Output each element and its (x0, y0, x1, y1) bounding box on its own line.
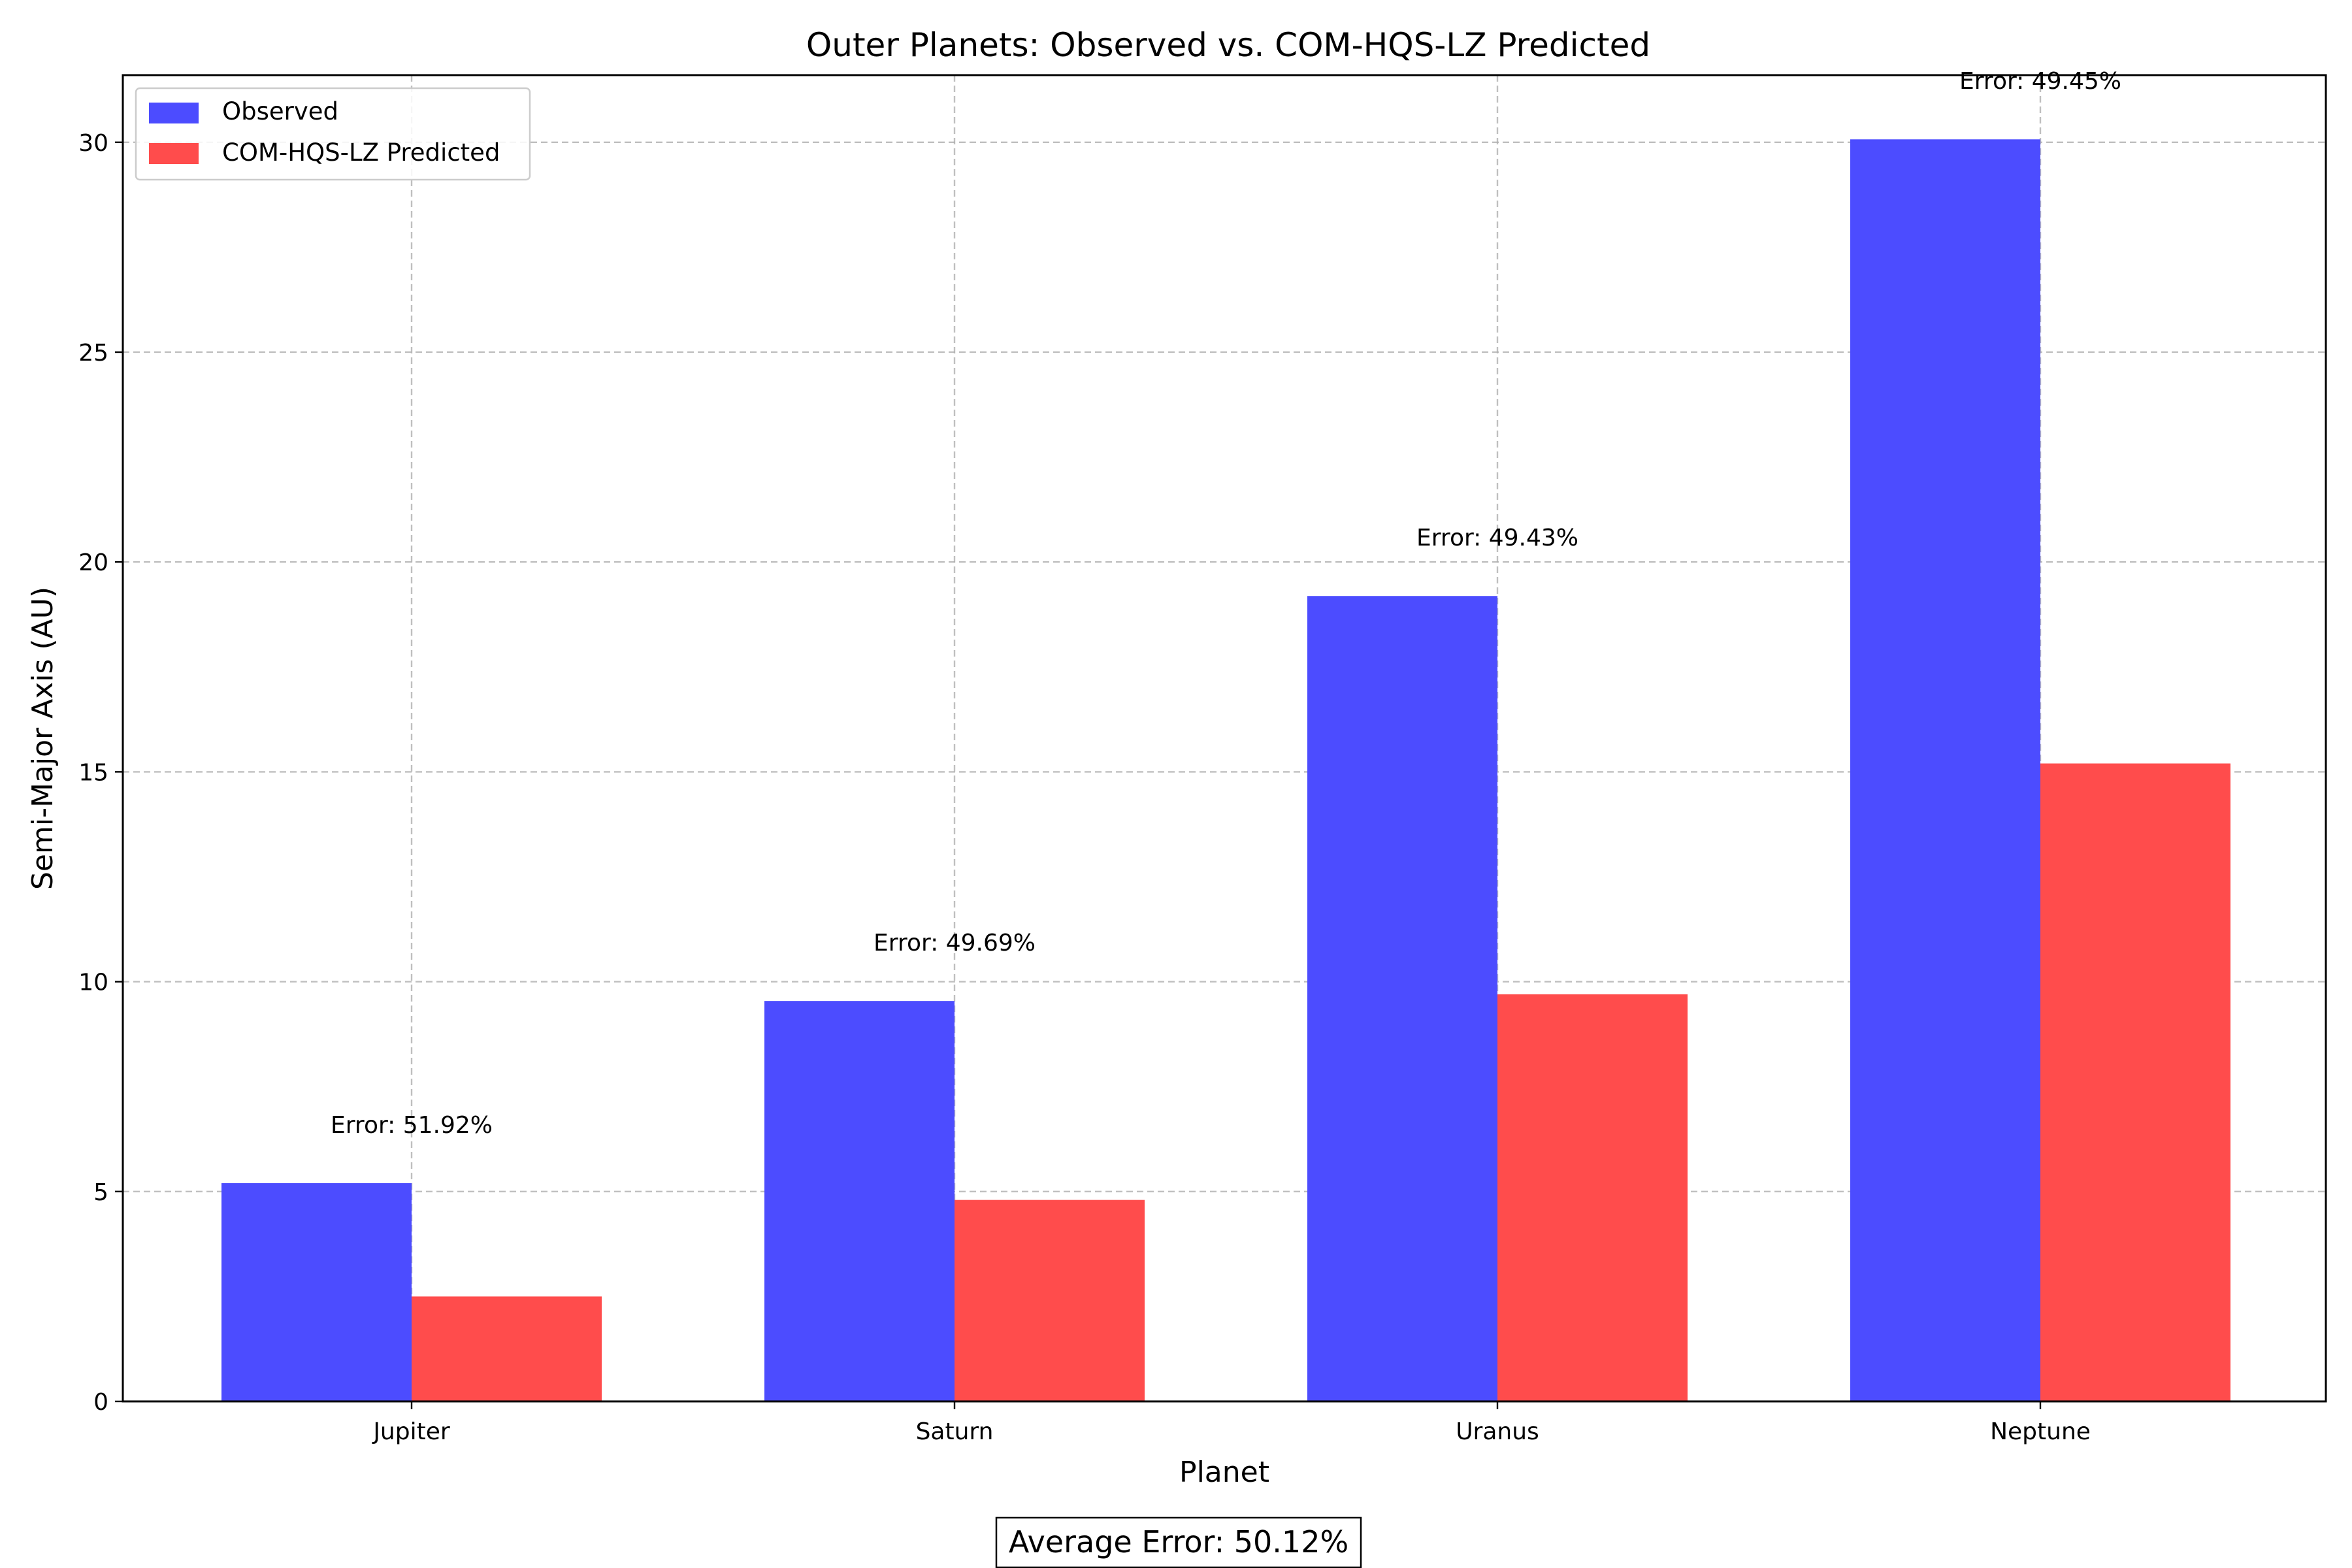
plot-frame (122, 74, 2327, 1403)
y-tick-label: 25 (78, 340, 108, 367)
annotation-layer: Error: 51.92% Error: 49.69% Error: 49.43% E… (331, 68, 2121, 1139)
bar-predicted-saturn (955, 1200, 1145, 1401)
x-tick-label-uranus: Uranus (1456, 1418, 1539, 1445)
bar-predicted-uranus (1497, 994, 1688, 1401)
bars-layer (221, 139, 2230, 1402)
x-tick-label-saturn: Saturn (916, 1418, 994, 1445)
y-axis-ticks: 0 5 10 15 20 25 30 (78, 130, 123, 1416)
x-tick-label-jupiter: Jupiter (372, 1418, 450, 1445)
y-tick-label: 20 (78, 549, 108, 576)
legend: Observed COM-HQS-LZ Predicted (135, 87, 531, 181)
y-tick-label: 10 (78, 970, 108, 996)
error-annotation-jupiter: Error: 51.92% (331, 1112, 493, 1139)
bar-observed-neptune (1850, 139, 2040, 1402)
error-annotation-saturn: Error: 49.69% (874, 930, 1036, 956)
bar-observed-saturn (764, 1001, 955, 1401)
legend-frame (135, 87, 531, 181)
legend-label-predicted: COM-HQS-LZ Predicted (222, 139, 500, 167)
average-error-text: Average Error: 50.12% (1009, 1524, 1348, 1560)
bar-predicted-neptune (2040, 763, 2230, 1401)
chart-title: Outer Planets: Observed vs. COM-HQS-LZ P… (806, 26, 1650, 64)
y-tick-label: 0 (93, 1389, 108, 1416)
average-error-box: Average Error: 50.12% (995, 1516, 1362, 1568)
y-axis-label: Semi-Major Axis (AU) (26, 587, 59, 890)
bar-observed-uranus (1307, 596, 1497, 1402)
y-tick-label: 5 (93, 1179, 108, 1206)
x-axis-ticks: Jupiter Saturn Uranus Neptune (372, 1401, 2091, 1445)
y-tick-label: 30 (78, 130, 108, 157)
bar-predicted-jupiter (412, 1296, 602, 1401)
average-error-frame (995, 1516, 1362, 1568)
bar-observed-jupiter (221, 1183, 412, 1401)
legend-swatch-observed (149, 103, 199, 123)
error-annotation-neptune: Error: 49.45% (1959, 68, 2121, 95)
x-tick-label-neptune: Neptune (1990, 1418, 2091, 1445)
error-annotation-uranus: Error: 49.43% (1416, 525, 1578, 551)
legend-label-observed: Observed (222, 97, 338, 125)
x-axis-label: Planet (1179, 1456, 1269, 1489)
y-tick-label: 15 (78, 759, 108, 786)
legend-swatch-predicted (149, 143, 199, 164)
